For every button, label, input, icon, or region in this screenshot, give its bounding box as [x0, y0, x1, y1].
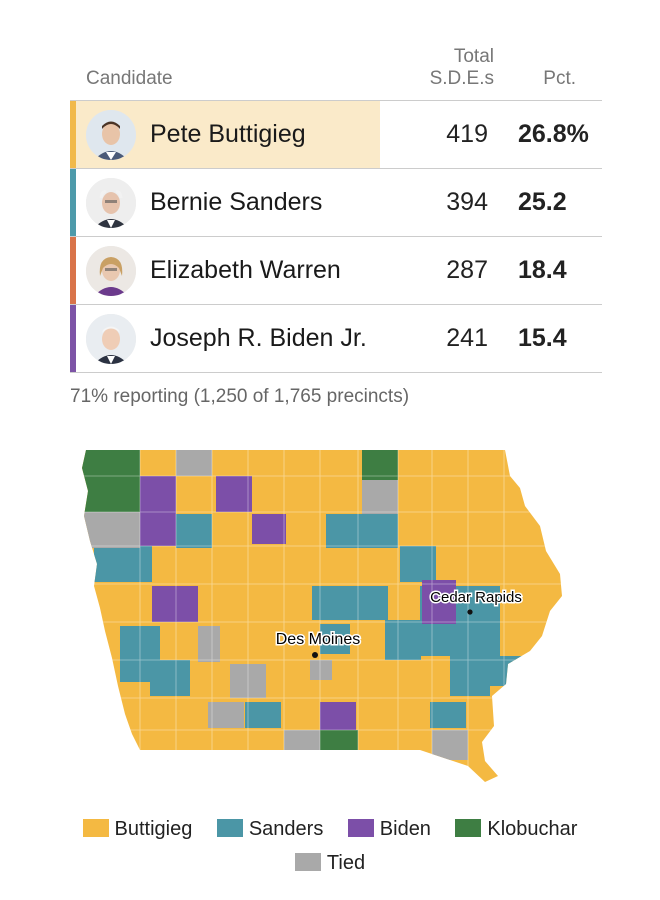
candidate-name: Pete Buttigieg	[150, 120, 306, 148]
candidate-name: Bernie Sanders	[150, 188, 323, 216]
swatch-tied	[294, 853, 321, 871]
swatch-sanders	[216, 819, 243, 837]
candidate-row: Elizabeth Warren 287 18.4	[70, 237, 602, 305]
legend-item-biden: Biden	[347, 818, 431, 841]
vote-percentage: 15.4	[518, 324, 567, 352]
avatar	[86, 110, 136, 160]
legend-row: Tied	[0, 852, 660, 875]
pct-column-header: Pct.	[543, 68, 576, 89]
cedar-rapids-marker	[467, 609, 473, 615]
vote-percentage: 18.4	[518, 256, 567, 284]
sde-header-line1: Total	[453, 46, 494, 67]
candidate-color-bar	[70, 305, 76, 372]
avatar	[86, 314, 136, 364]
legend-item-buttigieg: Buttigieg	[82, 818, 193, 841]
candidate-row: Joseph R. Biden Jr. 241 15.4	[70, 305, 602, 373]
legend-row: Buttigieg Sanders Biden Klobuchar	[0, 818, 660, 841]
legend-label: Tied	[326, 852, 366, 874]
legend-label: Buttigieg	[114, 818, 193, 840]
sde-count: 419	[446, 120, 488, 148]
legend-item-klobuchar: Klobuchar	[455, 818, 577, 841]
sde-count: 287	[446, 256, 488, 284]
sde-count: 241	[446, 324, 488, 352]
sde-header-line2: S.D.E.s	[429, 68, 494, 89]
iowa-county-map: Des Moines Cedar Rapids	[82, 450, 562, 782]
swatch-biden	[347, 819, 374, 837]
avatar	[86, 246, 136, 296]
city-label-des-moines: Des Moines	[276, 631, 360, 648]
legend-item-tied: Tied	[294, 852, 366, 875]
candidate-color-bar	[70, 101, 76, 168]
avatar	[86, 178, 136, 228]
swatch-klobuchar	[455, 819, 482, 837]
legend-label: Biden	[379, 818, 431, 840]
vote-percentage: 26.8%	[518, 120, 589, 148]
candidate-column-header: Candidate	[86, 68, 173, 89]
results-table: Pete Buttigieg 419 26.8% Bernie Sanders …	[70, 100, 602, 373]
sde-column-header: Total S.D.E.s	[404, 46, 494, 90]
candidate-color-bar	[70, 169, 76, 236]
sde-count: 394	[446, 188, 488, 216]
candidate-color-bar	[70, 237, 76, 304]
des-moines-marker	[312, 652, 318, 658]
vote-percentage: 25.2	[518, 188, 567, 216]
candidate-row: Bernie Sanders 394 25.2	[70, 169, 602, 237]
reporting-status: 71% reporting (1,250 of 1,765 precincts)	[70, 386, 410, 407]
legend-item-sanders: Sanders	[216, 818, 324, 841]
legend-label: Klobuchar	[487, 818, 578, 840]
candidate-name: Elizabeth Warren	[150, 256, 341, 284]
candidate-row: Pete Buttigieg 419 26.8%	[70, 101, 602, 169]
city-label-cedar-rapids: Cedar Rapids	[430, 589, 522, 606]
results-table-header: Candidate Total S.D.E.s Pct.	[70, 44, 602, 92]
candidate-name: Joseph R. Biden Jr.	[150, 324, 367, 352]
legend-label: Sanders	[248, 818, 324, 840]
swatch-buttigieg	[82, 819, 109, 837]
